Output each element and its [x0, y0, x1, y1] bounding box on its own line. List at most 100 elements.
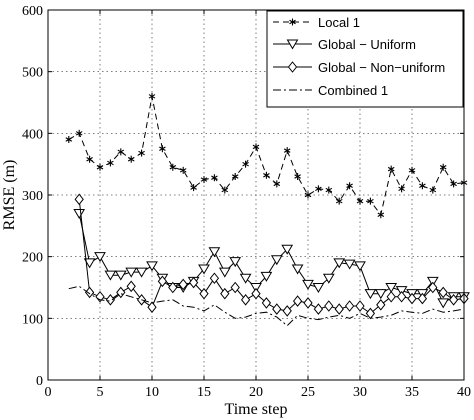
data-point	[335, 197, 343, 205]
y-tick-label: 200	[22, 251, 43, 266]
data-point	[188, 276, 199, 289]
data-point	[281, 244, 294, 255]
data-point	[291, 264, 304, 275]
data-point	[178, 278, 188, 291]
data-point	[294, 173, 301, 180]
data-point	[209, 272, 220, 285]
x-tick-label: 10	[145, 385, 159, 400]
data-point	[84, 286, 95, 299]
data-point	[312, 283, 325, 293]
data-point	[135, 267, 148, 278]
data-point	[148, 92, 156, 100]
legend-label-global-uniform: Global − Uniform	[318, 37, 416, 52]
data-point	[179, 166, 187, 174]
data-point	[74, 193, 84, 206]
legend-sample-marker	[287, 61, 298, 73]
data-point	[199, 287, 209, 300]
data-point	[270, 255, 283, 266]
data-point	[231, 173, 239, 180]
data-point	[157, 275, 168, 288]
data-point	[408, 166, 416, 174]
x-tick-label: 35	[405, 385, 419, 400]
data-point	[190, 184, 197, 192]
data-point	[107, 159, 114, 167]
data-point	[439, 163, 447, 171]
legend: Local 1 Global − Uniform Global − Non−un…	[266, 10, 464, 108]
x-tick-label: 5	[97, 385, 104, 400]
data-point	[86, 155, 93, 163]
data-point	[377, 211, 385, 219]
data-point	[242, 160, 249, 168]
data-point	[304, 191, 312, 199]
data-point	[426, 276, 439, 287]
y-tick-label: 500	[22, 66, 43, 81]
data-point	[73, 209, 86, 219]
legend-sample-marker	[286, 39, 299, 50]
data-point	[429, 186, 437, 194]
data-point	[364, 289, 377, 300]
data-point	[147, 301, 157, 314]
data-point	[324, 300, 334, 312]
data-point	[315, 185, 322, 193]
x-tick-label: 15	[197, 385, 211, 400]
data-point	[428, 281, 438, 294]
data-point	[146, 261, 158, 272]
data-point	[292, 295, 303, 307]
legend-label-combined-1: Combined 1	[318, 83, 388, 98]
data-point	[252, 143, 260, 151]
data-point	[83, 258, 96, 269]
data-point	[419, 182, 426, 190]
legend-samples	[273, 18, 312, 91]
data-point	[374, 289, 387, 300]
data-point	[127, 155, 135, 163]
data-point	[396, 290, 407, 303]
x-tick-label: 25	[301, 385, 315, 400]
legend-label-global-non-uniform: Global − Non−uniform	[318, 60, 445, 75]
x-tick-label: 30	[353, 385, 367, 400]
series-4	[68, 285, 465, 327]
data-point	[322, 273, 335, 284]
series-1	[65, 92, 468, 219]
data-point	[272, 303, 282, 315]
data-point	[261, 297, 272, 309]
y-tick-label: 400	[22, 127, 43, 142]
data-point	[333, 258, 346, 269]
series-line	[68, 285, 465, 327]
x-tick-label: 0	[45, 385, 52, 400]
data-point	[126, 280, 136, 293]
data-point	[250, 283, 262, 293]
data-point	[448, 294, 459, 306]
data-point	[438, 286, 448, 299]
data-point	[273, 180, 281, 188]
x-tick-label: 20	[249, 385, 263, 400]
legend-box	[266, 10, 464, 108]
data-point	[417, 292, 428, 305]
data-point	[138, 149, 145, 157]
y-tick-label: 0	[36, 374, 43, 389]
data-point	[313, 303, 324, 315]
data-point	[221, 186, 229, 194]
data-point	[95, 290, 105, 303]
data-point	[387, 165, 395, 173]
legend-sample-marker	[289, 18, 296, 26]
y-tick-label: 100	[22, 312, 43, 327]
data-point	[104, 270, 117, 281]
data-point	[220, 287, 230, 300]
data-point	[200, 176, 208, 184]
data-point	[198, 264, 210, 275]
series-layer	[65, 92, 470, 327]
data-point	[334, 303, 344, 315]
data-point	[365, 307, 376, 320]
data-point	[240, 294, 251, 306]
data-point	[346, 182, 353, 190]
data-point	[211, 174, 218, 182]
data-point	[282, 305, 292, 317]
data-point	[407, 292, 417, 305]
data-point	[302, 279, 314, 290]
data-point	[125, 267, 138, 278]
data-point	[343, 259, 356, 270]
y-axis-label: RMSE (m)	[1, 160, 18, 231]
y-tick-label: 300	[22, 189, 43, 204]
data-point	[367, 197, 374, 205]
